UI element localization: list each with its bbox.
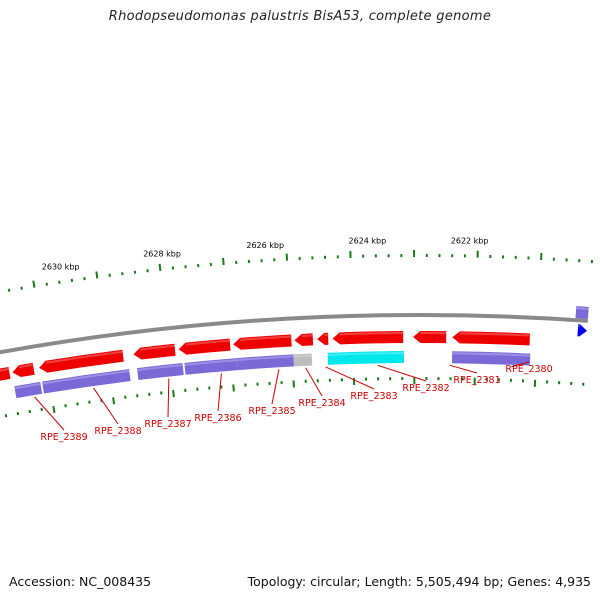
leader-line — [34, 396, 65, 431]
rna-block — [327, 351, 404, 365]
cds-block — [136, 363, 184, 381]
gene-label: RPE_2384 — [298, 398, 345, 409]
feature-highlight — [301, 334, 313, 337]
inner-tick — [112, 397, 116, 405]
feature-highlight — [18, 363, 34, 369]
gene-label: RPE_2383 — [350, 391, 397, 402]
feature-highlight — [184, 359, 238, 366]
gene-arrow — [294, 333, 314, 346]
outer-tick-ring — [7, 250, 594, 292]
feature-highlight — [185, 339, 230, 346]
leader-line — [449, 364, 478, 374]
leader-line — [271, 369, 280, 405]
cds-block — [237, 354, 295, 371]
feature-highlight — [42, 370, 130, 385]
feature-highlight — [459, 332, 530, 337]
gene-arrow — [577, 324, 588, 337]
cds-block — [452, 351, 531, 366]
kbp-label: 2626 kbp — [246, 241, 284, 250]
feature-highlight — [0, 368, 9, 372]
inner-tick-ring — [4, 377, 585, 418]
feature-highlight — [240, 335, 292, 341]
genome-summary-text: Topology: circular; Length: 5,505,494 bp… — [247, 574, 591, 589]
inner-tick — [232, 384, 235, 392]
outer-tick — [222, 257, 225, 265]
inner-tick — [4, 414, 8, 418]
kbp-label: 2628 kbp — [143, 250, 181, 259]
feature-highlight — [14, 382, 41, 390]
feature-highlight — [327, 352, 404, 356]
inner-tick — [172, 390, 175, 398]
feature-highlight — [339, 332, 404, 336]
gene-label: RPE_2385 — [248, 406, 295, 417]
feature-highlight — [140, 344, 175, 351]
gene-label: RPE_2386 — [194, 413, 241, 424]
cds-block — [184, 358, 239, 375]
gene-label: RPE_2382 — [402, 383, 449, 394]
gene-arrow — [12, 362, 35, 378]
accession-text: Accession: NC_008435 — [9, 574, 152, 589]
leader-line — [167, 378, 170, 418]
leader-line — [325, 366, 375, 390]
gene-arrow — [0, 367, 11, 381]
kbp-label: 2624 kbp — [349, 237, 387, 246]
feature-highlight — [576, 307, 589, 310]
gene-arrow — [413, 331, 447, 344]
leader-line — [377, 364, 427, 382]
gene-label: RPE_2387 — [144, 419, 191, 430]
gene-arrow — [332, 331, 404, 345]
coordinate-labels: 2630 kbp 2628 kbp 2626 kbp 2624 kbp 2622 kbp — [42, 237, 489, 272]
leader-line — [217, 373, 222, 412]
gene-label: RPE_2388 — [94, 426, 141, 437]
gene-label: RPE_2380 — [505, 364, 552, 375]
gene-arrow — [133, 343, 176, 360]
genome-backbone — [0, 313, 588, 355]
leader-line — [511, 361, 530, 368]
kbp-label: 2622 kbp — [451, 237, 489, 246]
gene-arrow — [233, 334, 292, 350]
gene-label: RPE_2381 — [453, 375, 500, 386]
feature-highlight — [237, 355, 294, 362]
gene-arrow — [317, 332, 329, 345]
cds-block — [42, 369, 131, 394]
label-leader-lines — [34, 361, 530, 431]
feature-highlight — [45, 350, 123, 364]
outer-tick — [95, 271, 99, 279]
feature-highlight — [137, 364, 183, 372]
pseudo-block — [293, 353, 313, 367]
feature-highlight — [452, 352, 531, 357]
cds-block — [14, 381, 43, 399]
gene-arrow — [178, 338, 231, 355]
kbp-label: 2630 kbp — [42, 262, 80, 271]
gene-arrow — [452, 331, 531, 346]
outer-tick — [158, 263, 162, 271]
inner-tick — [28, 409, 32, 414]
leader-line — [305, 367, 323, 397]
gene-arrow — [39, 349, 124, 373]
gene-label: RPE_2389 — [40, 432, 87, 443]
feature-track — [0, 306, 589, 399]
feature-highlight — [293, 354, 312, 358]
map-title: Rhodopseudomonas palustris BisA53, compl… — [108, 9, 492, 24]
cds-block — [575, 306, 589, 319]
inner-tick — [52, 405, 56, 414]
outer-tick — [7, 288, 11, 292]
inner-tick — [16, 411, 20, 416]
leader-line — [93, 387, 119, 425]
outer-tick — [32, 280, 36, 288]
